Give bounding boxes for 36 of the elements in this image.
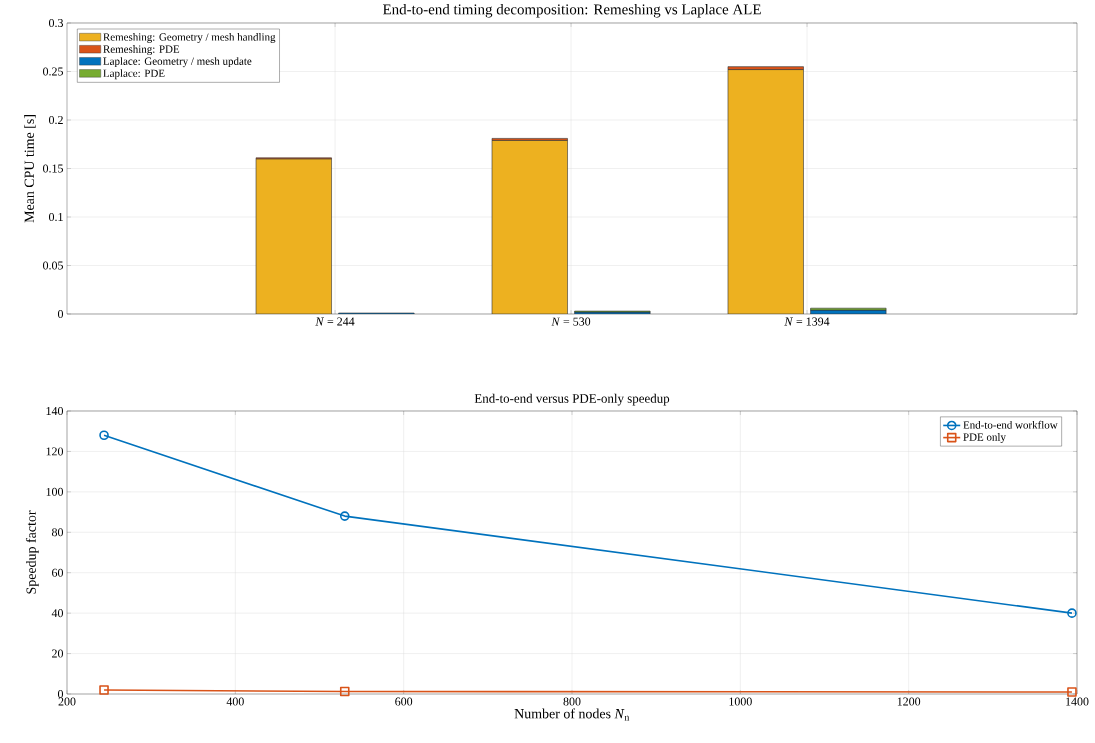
x-tick-label: 1000 (729, 697, 752, 706)
y-tick-label: 0 (57, 689, 64, 699)
x-axis-title: Number of nodes N$_{n}$ (514, 708, 630, 721)
legend-label: Remeshing: PDE (103, 45, 180, 56)
legend-label: Laplace: PDE (103, 69, 165, 80)
y-tick-label: 60 (52, 568, 64, 577)
y-tick-label: 40 (51, 609, 64, 618)
x-tick-label: 200 (58, 697, 76, 706)
y-tick-label: 0.15 (43, 164, 64, 173)
y-axis-title: Mean CPU time [s] (24, 115, 36, 223)
x-tick-label: 600 (395, 697, 413, 706)
y-tick-label: 120 (46, 447, 64, 456)
y-tick-label: 0.25 (43, 67, 64, 76)
x-tick-label: 1400 (1066, 697, 1089, 706)
legend-label: Remeshing: Geometry / mesh handling (103, 33, 276, 43)
y-tick-label: 0 (57, 309, 64, 319)
y-tick-label: 0.05 (43, 261, 64, 270)
x-tick-label: N = 1394 (784, 317, 830, 326)
chart-title: End-to-end versus PDE-only speedup (474, 393, 670, 406)
y-tick-label: 0.2 (48, 115, 63, 125)
y-tick-label: 140 (46, 406, 64, 416)
x-tick-label: N = 244 (315, 317, 355, 326)
chart-title: End-to-end timing decomposition: Remeshing vs Laplace ALE (382, 3, 761, 18)
y-tick-label: 80 (51, 528, 64, 537)
x-tick-label: N = 530 (551, 317, 591, 326)
y-tick-label: 100 (46, 487, 64, 496)
legend-label: End-to-end workflow (963, 420, 1058, 429)
y-tick-label: 20 (52, 649, 64, 658)
legend-label: PDE only (963, 433, 1006, 444)
x-tick-label: 1200 (897, 697, 921, 706)
x-tick-label: 800 (563, 697, 581, 706)
y-tick-label: 0.1 (48, 212, 63, 222)
y-axis-title: Speedup factor (25, 510, 39, 594)
y-tick-label: 0.3 (48, 18, 64, 28)
legend-label: Laplace: Geometry / mesh update (103, 57, 252, 68)
x-tick-label: 400 (226, 697, 244, 706)
